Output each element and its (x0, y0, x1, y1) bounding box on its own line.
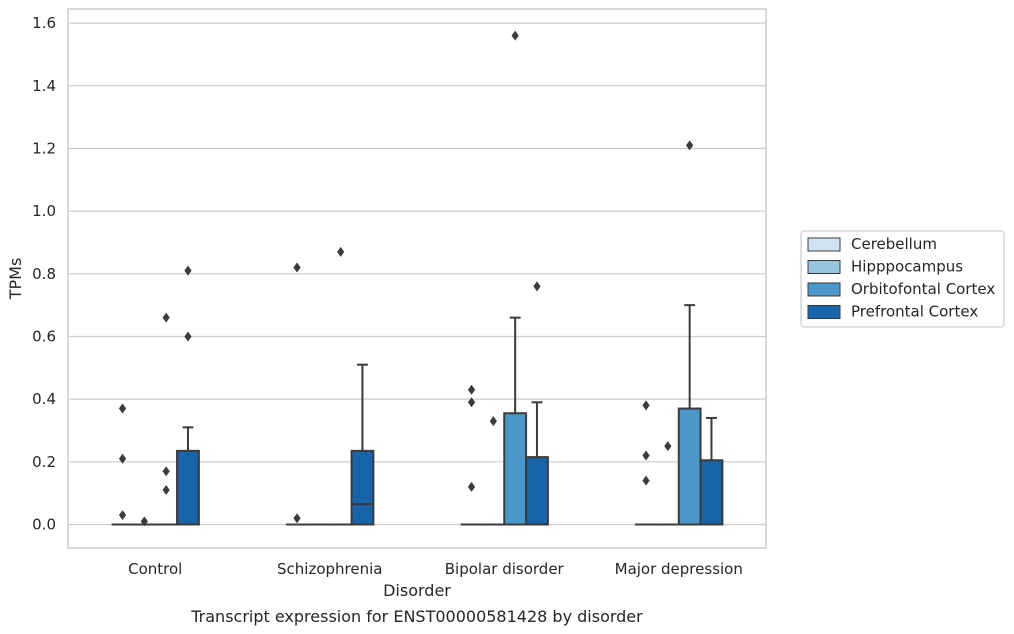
box-orbitofontal-cortex-2 (503, 30, 528, 526)
box-body (503, 412, 528, 526)
box-prefrontal-cortex-0 (176, 265, 200, 526)
gridlines (68, 22, 766, 526)
box-body (677, 407, 702, 526)
y-tick-label: 0.8 (32, 265, 56, 283)
box-cerebellum-3 (635, 400, 657, 526)
box-body (176, 449, 200, 526)
box-hipppocampus-2 (482, 416, 505, 526)
x-tick-label: Schizophrenia (277, 560, 382, 578)
outlier-point (293, 262, 301, 273)
box-prefrontal-cortex-2 (525, 281, 549, 526)
y-tick-label: 0.6 (32, 327, 56, 345)
y-tick-label: 1.2 (32, 139, 56, 157)
box-orbitofontal-cortex-0 (155, 312, 178, 526)
outlier-point (118, 510, 127, 521)
x-tick-label: Bipolar disorder (445, 560, 565, 578)
outlier-point (533, 281, 541, 292)
legend-swatch (807, 260, 841, 274)
box-orbitofontal-cortex-3 (677, 140, 702, 526)
outlier-point (686, 140, 694, 151)
y-tick-label: 1.4 (32, 77, 56, 95)
y-tick-label: 0.0 (32, 515, 56, 533)
outlier-point (511, 30, 519, 41)
outlier-point (467, 481, 476, 492)
outlier-point (184, 265, 192, 276)
outlier-point (642, 475, 650, 486)
box-body (699, 459, 724, 526)
outlier-point (467, 397, 476, 408)
box-cerebellum-2 (460, 384, 483, 526)
outlier-point (337, 246, 345, 257)
legend-label: Hipppocampus (851, 258, 963, 276)
legend-swatch (807, 237, 841, 252)
legend-swatch (807, 305, 841, 319)
outlier-point (642, 450, 650, 461)
x-tick-label: Control (128, 560, 182, 578)
box-orbitofontal-cortex-1 (329, 246, 352, 526)
legend-frame (800, 230, 1005, 328)
legend: Cerebellum Hipppocampus Orbitofontal Corte… (800, 230, 1005, 328)
box-cerebellum-1 (286, 262, 308, 526)
outlier-point (467, 384, 476, 395)
outlier-point (162, 312, 170, 323)
boxes (111, 30, 724, 527)
y-tick-label: 0.4 (32, 390, 56, 408)
legend-label: Cerebellum (851, 235, 937, 253)
outlier-point (642, 400, 650, 411)
outlier-point (293, 513, 301, 524)
outlier-point (118, 403, 127, 414)
box-prefrontal-cortex-1 (350, 363, 375, 526)
y-axis-ticks: 0.0 0.2 0.4 0.6 0.8 1.0 1.2 1.4 1.6 (32, 14, 56, 533)
box-cerebellum-0 (111, 403, 134, 526)
figure-caption: Transcript expression for ENST0000058142… (190, 607, 643, 626)
outlier-point (162, 485, 170, 496)
x-tick-label: Major depression (615, 560, 743, 578)
outlier-point (118, 453, 127, 464)
outlier-point (184, 331, 192, 342)
legend-swatch (807, 282, 841, 297)
box-body (525, 456, 549, 526)
x-axis-label: Disorder (383, 581, 451, 600)
legend-label: Prefrontal Cortex (851, 303, 978, 321)
outlier-point (664, 441, 672, 452)
x-axis-ticks: Control Schizophrenia Bipolar disorder Majo… (128, 560, 743, 578)
y-tick-label: 0.2 (32, 453, 56, 471)
outlier-point (489, 416, 497, 427)
box-hipppocampus-3 (656, 441, 679, 526)
legend-label: Orbitofontal Cortex (851, 280, 995, 298)
outlier-point (140, 516, 148, 527)
box-hipppocampus-0 (133, 516, 156, 527)
box-body (350, 449, 375, 526)
box-prefrontal-cortex-3 (699, 416, 724, 526)
outlier-point (162, 466, 170, 477)
y-tick-label: 1.6 (32, 14, 56, 32)
y-tick-label: 1.0 (32, 202, 56, 220)
y-axis-label: TPMs (6, 258, 25, 301)
plot-area-frame (67, 8, 767, 549)
